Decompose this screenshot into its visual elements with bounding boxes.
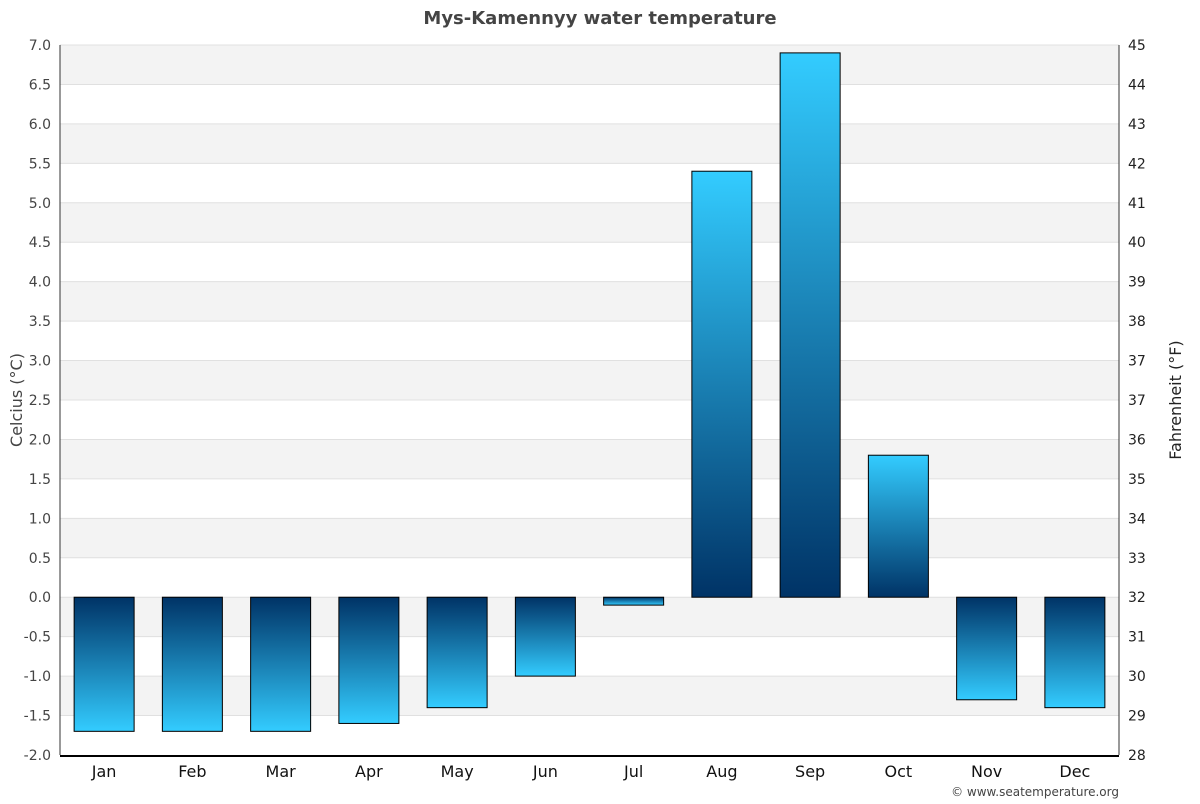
x-tick-label: Oct	[885, 762, 913, 781]
bar-jun	[514, 596, 576, 677]
y-tick-label: 5.5	[29, 156, 51, 172]
bar-apr	[338, 596, 400, 724]
grid-band	[60, 715, 1119, 755]
y-right-tick-label: 40	[1128, 235, 1146, 251]
x-tick-label: Apr	[355, 762, 383, 781]
y-tick-label: 6.5	[29, 77, 51, 93]
x-tick-label: Aug	[706, 762, 737, 781]
y-right-tick-label: 37	[1128, 354, 1146, 370]
bar-jan	[73, 596, 135, 732]
y-tick-label: 1.5	[29, 472, 51, 488]
y-tick-label: 6.0	[29, 117, 51, 133]
y-right-tick-label: 33	[1128, 551, 1146, 567]
y-right-tick-label: 34	[1128, 511, 1146, 527]
y-tick-label: 3.5	[29, 314, 51, 330]
bar-sep	[779, 52, 841, 598]
bar-feb	[161, 596, 223, 732]
bar-oct	[867, 454, 929, 598]
grid-band	[60, 597, 1119, 637]
y-tick-label: 2.5	[29, 393, 51, 409]
grid-band	[60, 202, 1119, 243]
grid-band	[60, 84, 1119, 124]
grid-band	[60, 400, 1119, 440]
grid-band	[60, 242, 1119, 282]
y-tick-label: -1.0	[24, 669, 51, 685]
y-tick-label: -0.5	[24, 630, 51, 646]
grid-bands	[60, 44, 1119, 755]
y-tick-label: 0.0	[29, 590, 51, 606]
y-tick-label: 1.0	[29, 511, 51, 527]
grid-band	[60, 123, 1119, 164]
grid-band	[60, 439, 1119, 479]
x-tick-label: Jul	[623, 762, 643, 781]
x-tick-label: Feb	[178, 762, 206, 781]
y-right-tick-label: 29	[1128, 709, 1146, 725]
bars	[73, 52, 1106, 732]
y-tick-label: 0.5	[29, 551, 51, 567]
grid-band	[60, 518, 1119, 558]
grid-band	[60, 636, 1119, 677]
x-tick-label: Jan	[91, 762, 117, 781]
bar-dec	[1044, 596, 1106, 709]
bar-nov	[956, 596, 1018, 701]
y-tick-label: 4.0	[29, 275, 51, 291]
y-right-tick-label: 35	[1128, 472, 1146, 488]
grid-band	[60, 281, 1119, 322]
grid-band	[60, 360, 1119, 400]
bar-may	[426, 596, 488, 709]
y-right-tick-label: 41	[1128, 196, 1146, 212]
grid-band	[60, 163, 1119, 203]
x-tick-label: May	[441, 762, 474, 781]
y-axis-label: Celcius (°C)	[7, 353, 26, 447]
chart-title: Mys-Kamennyy water temperature	[423, 8, 776, 29]
y-tick-label: 2.0	[29, 432, 51, 448]
x-tick-label: Jun	[532, 762, 558, 781]
y-right-tick-label: 38	[1128, 314, 1146, 330]
y-right-tick-label: 31	[1128, 630, 1146, 646]
y-right-tick-label: 42	[1128, 156, 1146, 172]
y-right-tick-label: 44	[1128, 77, 1146, 93]
y-right-tick-label: 36	[1128, 432, 1146, 448]
grid-band	[60, 478, 1119, 519]
y-right-tick-label: 39	[1128, 275, 1146, 291]
y-right-tick-label: 43	[1128, 117, 1146, 133]
y-tick-label: -2.0	[24, 748, 51, 764]
x-tick-label: Sep	[795, 762, 825, 781]
y-tick-label: 5.0	[29, 196, 51, 212]
grid-band	[60, 557, 1119, 598]
grid-band	[60, 45, 1119, 85]
x-tick-label: Nov	[971, 762, 1002, 781]
y-right-tick-label: 37	[1128, 393, 1146, 409]
credit: © www.seatemperature.org	[951, 785, 1119, 799]
y-right-tick-label: 28	[1128, 748, 1146, 764]
y-right-tick-label: 30	[1128, 669, 1146, 685]
x-tick-label: Dec	[1059, 762, 1090, 781]
bar-aug	[691, 170, 753, 598]
bar-mar	[250, 596, 312, 732]
y-tick-label: -1.5	[24, 709, 51, 725]
grid-band	[60, 676, 1119, 716]
y-tick-label: 3.0	[29, 354, 51, 370]
y-right-tick-label: 45	[1128, 38, 1146, 54]
axes: -2.0 -1.5 -1.0 -0.5 0.0 0.5 1.0 1.5 2.0 2.5 3.0 3.5…	[24, 38, 1146, 781]
bar-jul	[603, 596, 665, 606]
y-tick-label: 4.5	[29, 235, 51, 251]
grid-band	[60, 321, 1119, 361]
x-tick-label: Mar	[266, 762, 297, 781]
y-right-axis-label: Fahrenheit (°F)	[1166, 340, 1185, 459]
y-tick-label: 7.0	[29, 38, 51, 54]
y-right-tick-label: 32	[1128, 590, 1146, 606]
